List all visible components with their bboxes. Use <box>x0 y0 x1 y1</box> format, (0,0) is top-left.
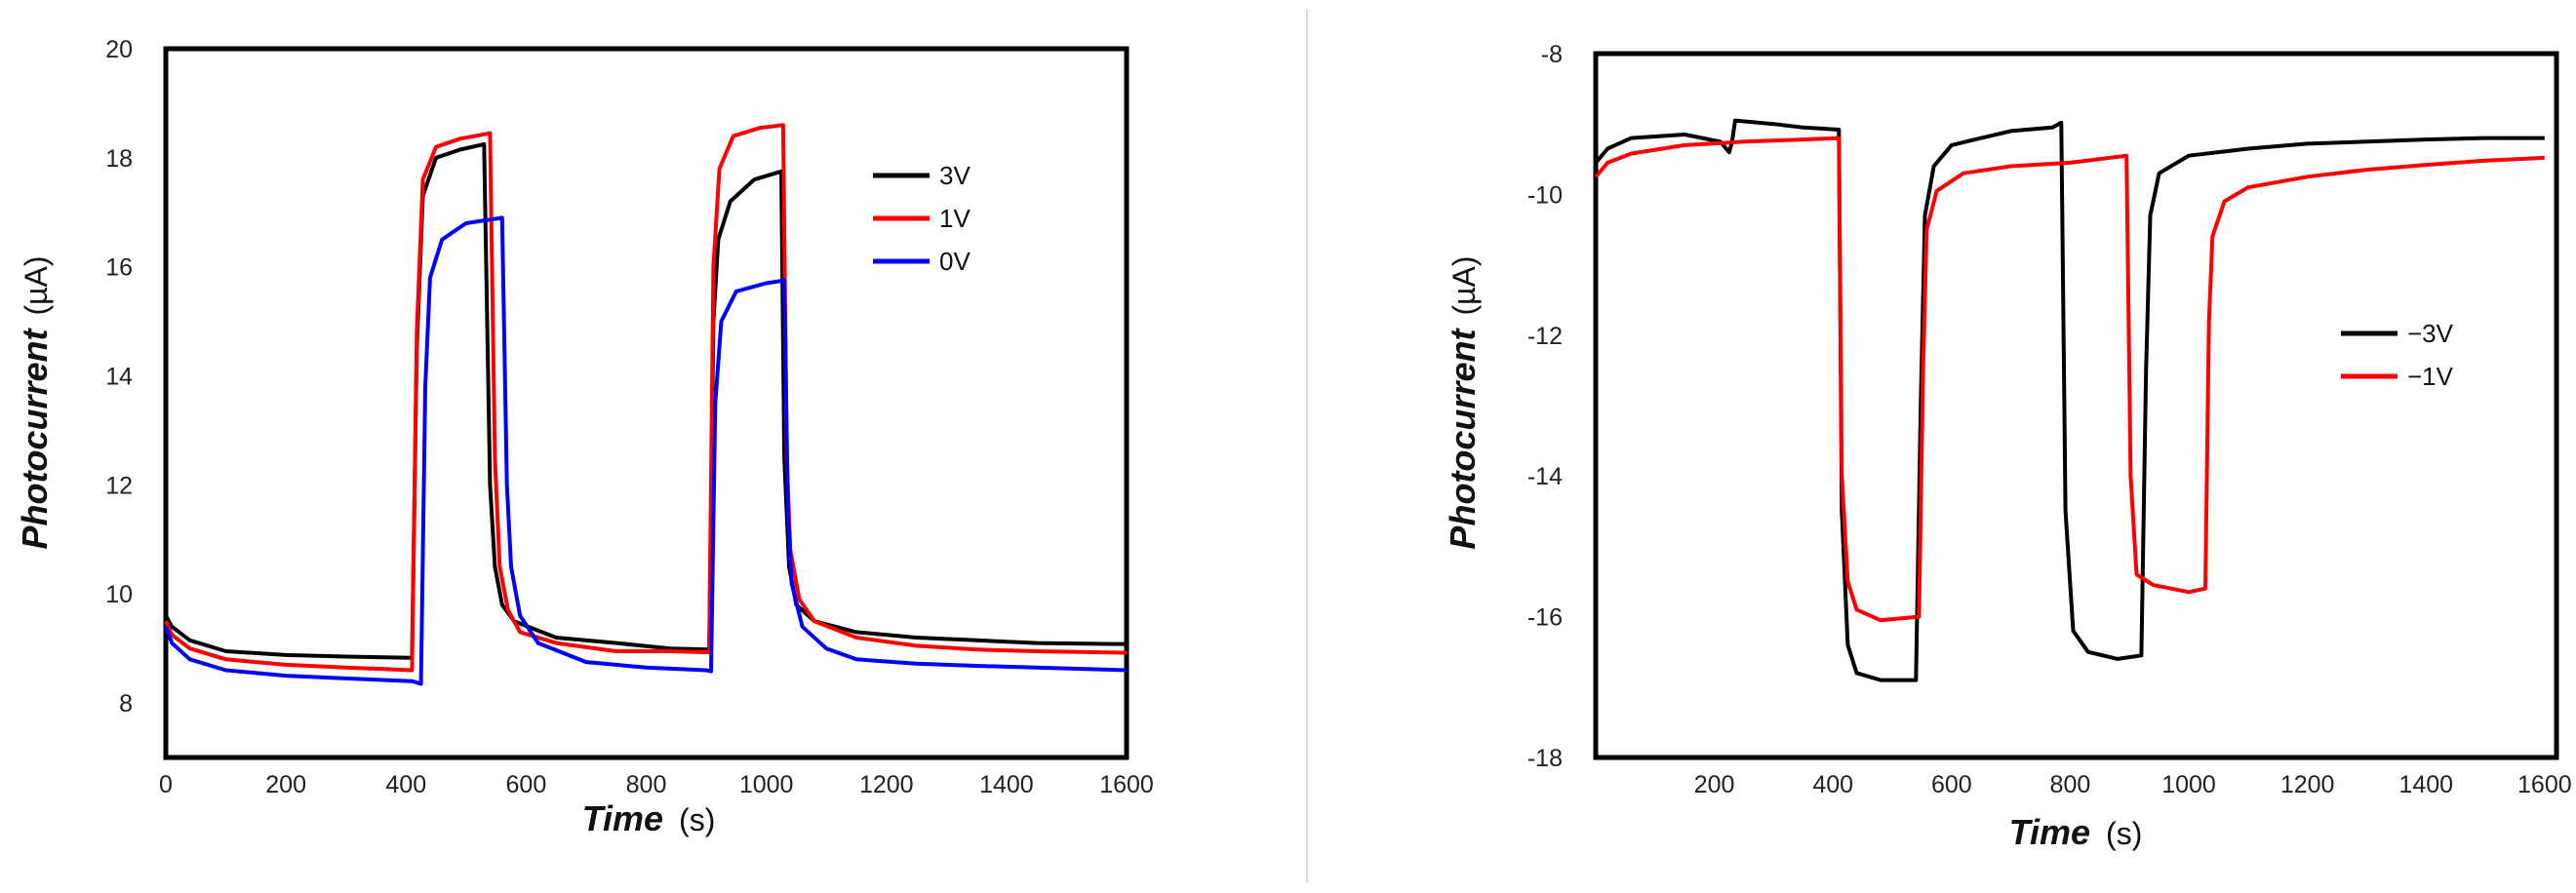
x-tick-label: 400 <box>385 771 426 798</box>
x-tick-label: 1400 <box>2398 771 2453 798</box>
x-tick-label: 600 <box>506 771 547 798</box>
right-x-axis-unit: (s) <box>2106 816 2142 851</box>
x-tick-label: 1200 <box>859 771 914 798</box>
series-line-3V <box>1594 118 2545 682</box>
left-series-lines <box>164 123 1128 686</box>
left-x-axis-title: Time <box>582 798 663 838</box>
legend-label: −1V <box>2407 362 2454 391</box>
y-tick-label: 10 <box>105 581 133 608</box>
right-plot-frame <box>1593 51 2559 760</box>
y-tick-label: -18 <box>1527 745 1563 772</box>
chart-right: -8 -10 -12 -14 -16 -18 200 400 600 800 1000 1200 14… <box>1443 41 2572 852</box>
right-series-lines <box>1594 118 2545 682</box>
legend-label: 0V <box>939 247 971 276</box>
x-tick-label: 1600 <box>1099 771 1154 798</box>
legend-label: −3V <box>2407 319 2454 348</box>
left-x-axis-unit: (s) <box>679 802 715 837</box>
x-tick-label: 1000 <box>739 771 794 798</box>
y-tick-label: -12 <box>1527 323 1563 350</box>
series-line-3V <box>164 141 1128 660</box>
x-tick-label: 1400 <box>979 771 1034 798</box>
y-tick-label: 14 <box>105 364 133 391</box>
right-legend: −3V−1V <box>2341 319 2454 391</box>
x-tick-label: 200 <box>265 771 306 798</box>
legend-label: 3V <box>939 161 971 190</box>
y-tick-label: 12 <box>105 472 133 499</box>
left-y-axis-title: Photocurrent <box>15 328 55 550</box>
x-tick-label: 200 <box>1694 771 1735 798</box>
left-x-ticks: 0 200 400 600 800 1000 1200 1400 1600 <box>159 771 1154 798</box>
series-line-1V <box>164 123 1128 673</box>
x-tick-label: 400 <box>1812 771 1853 798</box>
right-x-axis-title: Time <box>2009 812 2090 852</box>
legend-label: 1V <box>939 204 971 233</box>
left-y-axis-label: Photocurrent (µA) <box>15 255 55 549</box>
y-tick-label: 16 <box>105 254 133 282</box>
x-tick-label: 800 <box>2050 771 2091 798</box>
series-line-1V <box>1594 136 2545 623</box>
right-x-axis-label: Time (s) <box>2009 812 2143 852</box>
x-tick-label: 600 <box>1931 771 1972 798</box>
x-tick-label: 0 <box>159 771 173 798</box>
right-y-axis-title: Photocurrent <box>1443 328 1483 550</box>
x-tick-label: 1600 <box>2517 771 2572 798</box>
left-plot-frame <box>163 46 1129 760</box>
left-x-axis-label: Time (s) <box>582 798 716 838</box>
right-x-ticks: 200 400 600 800 1000 1200 1400 1600 <box>1694 771 2572 798</box>
y-tick-label: -16 <box>1527 604 1563 632</box>
right-y-ticks: -8 -10 -12 -14 -16 -18 <box>1527 41 1563 772</box>
y-tick-label: -8 <box>1541 41 1563 68</box>
y-tick-label: 20 <box>105 36 133 63</box>
x-tick-label: 800 <box>626 771 667 798</box>
y-tick-label: -10 <box>1527 181 1563 209</box>
right-y-axis-unit: (µA) <box>1447 255 1482 315</box>
left-y-axis-unit: (µA) <box>19 255 54 315</box>
left-y-ticks: 8 10 12 14 16 18 20 <box>105 36 133 718</box>
x-tick-label: 1000 <box>2161 771 2216 798</box>
series-line-0V <box>164 215 1128 686</box>
left-legend: 3V 1V 0V <box>873 161 971 276</box>
right-y-axis-label: Photocurrent (µA) <box>1443 255 1483 549</box>
chart-left: 8 10 12 14 16 18 20 0 200 400 600 800 1000 1200 1400 1… <box>15 36 1154 838</box>
y-tick-label: 8 <box>119 690 133 718</box>
x-tick-label: 1200 <box>2280 771 2335 798</box>
y-tick-label: -14 <box>1527 463 1563 490</box>
y-tick-label: 18 <box>105 145 133 173</box>
